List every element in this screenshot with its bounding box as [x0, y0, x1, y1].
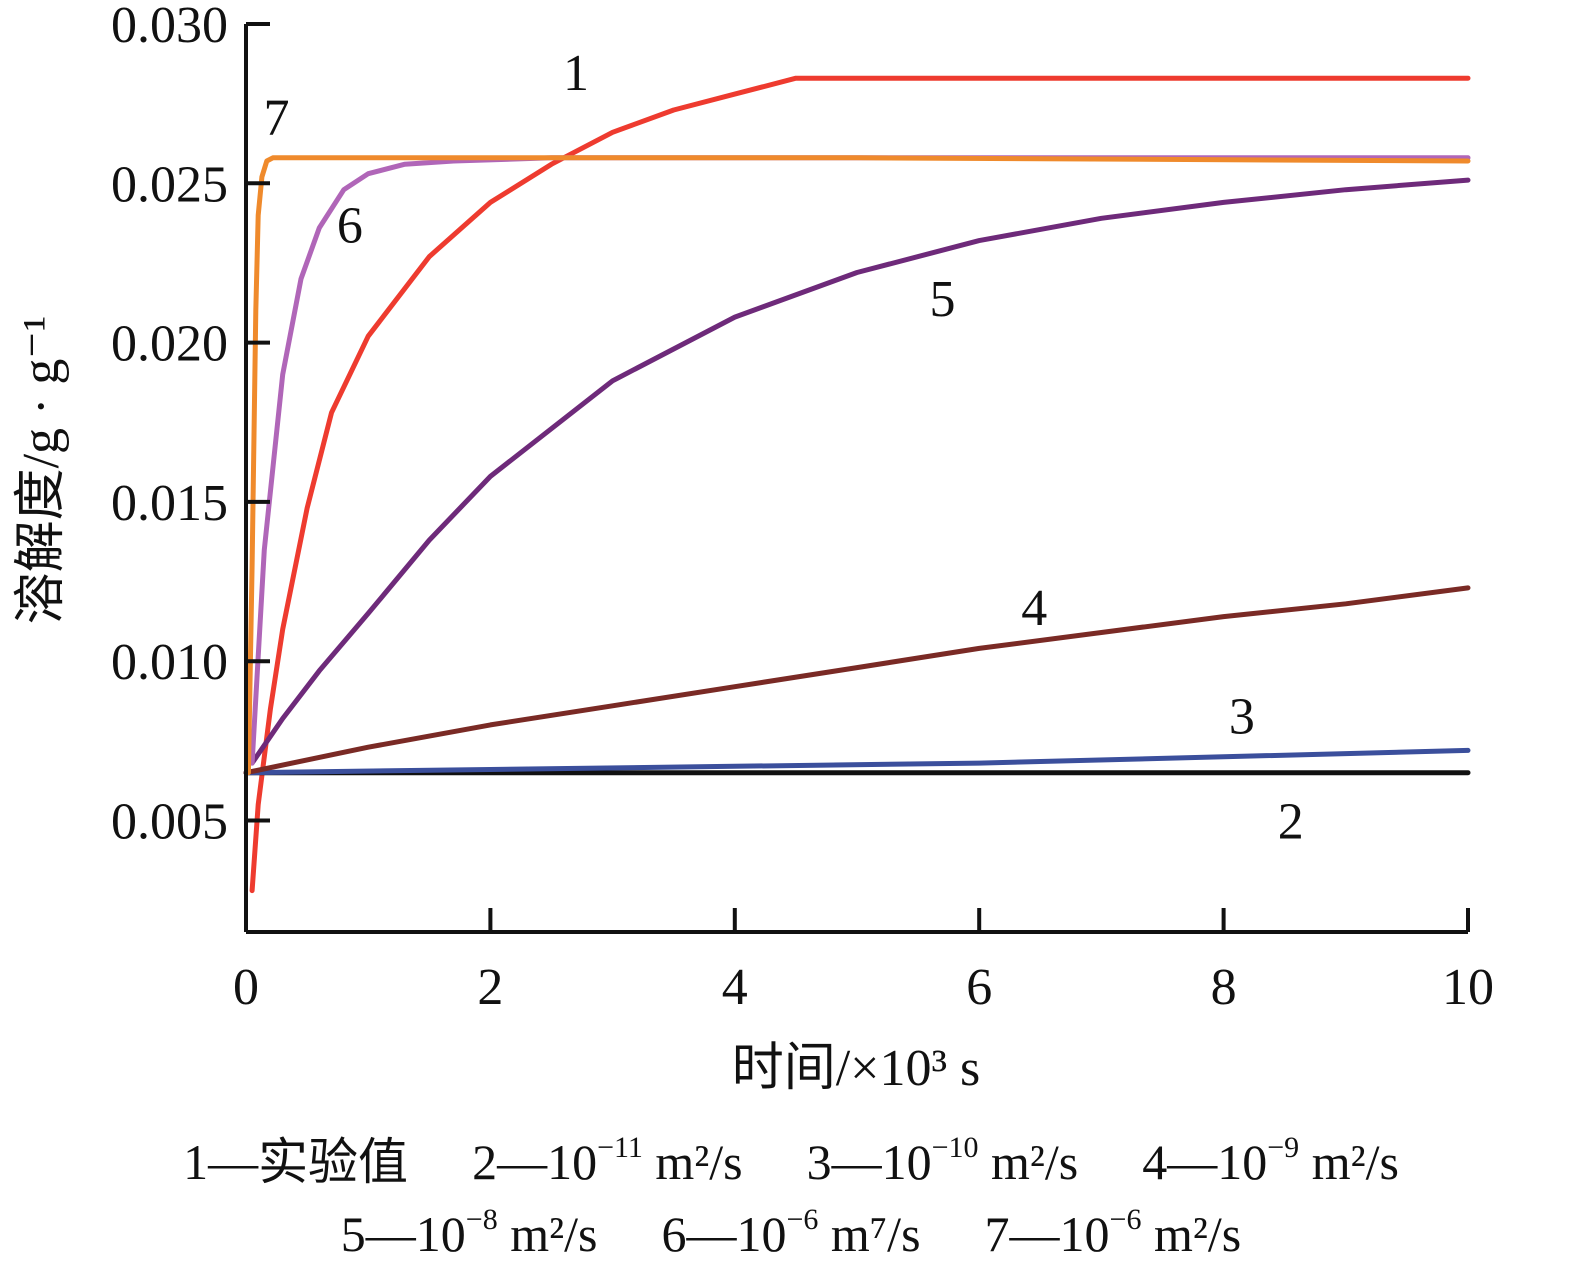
- x-axis-title: 时间/×10³ s: [732, 1040, 981, 1097]
- legend-prefix: 1—实验值: [183, 1134, 409, 1190]
- legend-prefix: 4—: [1142, 1134, 1218, 1190]
- y-axis-title: 溶解度/g · g⁻¹: [13, 316, 70, 625]
- curve-label-2: 2: [1278, 793, 1304, 850]
- legend-unit: m²/s: [497, 1206, 598, 1262]
- legend-prefix: 7—: [984, 1206, 1060, 1262]
- x-tick-label: 10: [1442, 959, 1494, 1016]
- series-line-4: [243, 585, 1471, 776]
- legend-exp: −6: [786, 1203, 819, 1236]
- series-line-1: [249, 75, 1471, 894]
- series-lines: [243, 75, 1471, 894]
- legend-entry-2: 2—10−11 m²/s: [472, 1133, 743, 1191]
- series-line-5: [249, 177, 1471, 766]
- legend-prefix: 5—: [340, 1206, 416, 1262]
- legend-entry-7: 7—10−6 m²/s: [985, 1205, 1242, 1263]
- y-tick-label: 0.025: [111, 156, 228, 213]
- legend-base: 10: [881, 1134, 932, 1190]
- y-tick-label: 0.020: [111, 316, 228, 373]
- legend-entry-1: 1—实验值: [183, 1122, 408, 1194]
- legend-base: 10: [1217, 1134, 1268, 1190]
- curve-label-6: 6: [337, 198, 363, 255]
- legend-exp: −6: [1109, 1203, 1142, 1236]
- chart: 0 2 4 6 8 10 0.005 0.010 0.015 0.020 0.025 0.030 1…: [13, 0, 1494, 1097]
- legend-exp: −9: [1267, 1131, 1300, 1164]
- series-line-3: [243, 747, 1471, 776]
- legend-base: 10: [415, 1206, 466, 1262]
- legend-row-2: 5—10−8 m²/s 6—10−6 m⁷/s 7—10−6 m²/s: [0, 1205, 1582, 1263]
- x-tick-label: 8: [1211, 959, 1237, 1016]
- legend-base: 10: [736, 1206, 787, 1262]
- curve-label-3: 3: [1229, 688, 1255, 745]
- legend-unit: m²/s: [642, 1134, 743, 1190]
- legend-unit: m²/s: [978, 1134, 1079, 1190]
- x-tick-label: 6: [966, 959, 992, 1016]
- legend-unit: m²/s: [1299, 1134, 1399, 1190]
- curve-label-7: 7: [264, 89, 290, 146]
- y-tick-label: 0.010: [111, 634, 228, 691]
- legend-prefix: 3—: [806, 1134, 882, 1190]
- legend-exp: −11: [597, 1131, 643, 1164]
- axes: [244, 24, 1468, 934]
- legend-row-1: 1—实验值 2—10−11 m²/s 3—10−10 m²/s 4—10−9 m²/s: [0, 1122, 1582, 1194]
- legend-base: 10: [1059, 1206, 1110, 1262]
- legend-unit: m⁷/s: [818, 1206, 921, 1262]
- x-tick-label: 0: [233, 959, 259, 1016]
- legend-prefix: 2—: [472, 1134, 548, 1190]
- y-tick-label: 0.015: [111, 475, 228, 532]
- legend-unit: m²/s: [1141, 1206, 1242, 1262]
- x-tick-label: 4: [722, 959, 748, 1016]
- x-tick-label: 2: [477, 959, 503, 1016]
- curve-label-1: 1: [563, 45, 589, 102]
- legend-entry-6: 6—10−6 m⁷/s: [661, 1205, 920, 1263]
- series-line-6: [249, 155, 1471, 766]
- y-tick-label: 0.005: [111, 793, 228, 850]
- legend-exp: −8: [465, 1203, 498, 1236]
- legend-base: 10: [547, 1134, 598, 1190]
- legend-prefix: 6—: [661, 1206, 737, 1262]
- legend-entry-3: 3—10−10 m²/s: [807, 1133, 1079, 1191]
- curve-label-4: 4: [1021, 580, 1047, 637]
- legend-entry-4: 4—10−9 m²/s: [1142, 1133, 1399, 1191]
- y-tick-label: 0.030: [111, 0, 228, 54]
- curve-label-5: 5: [930, 271, 956, 328]
- legend-entry-5: 5—10−8 m²/s: [341, 1205, 598, 1263]
- legend-exp: −10: [931, 1131, 979, 1164]
- x-ticks: 0 2 4 6 8 10: [233, 908, 1494, 1016]
- y-ticks: 0.005 0.010 0.015 0.020 0.025 0.030: [111, 0, 270, 850]
- series-line-7: [245, 155, 1471, 776]
